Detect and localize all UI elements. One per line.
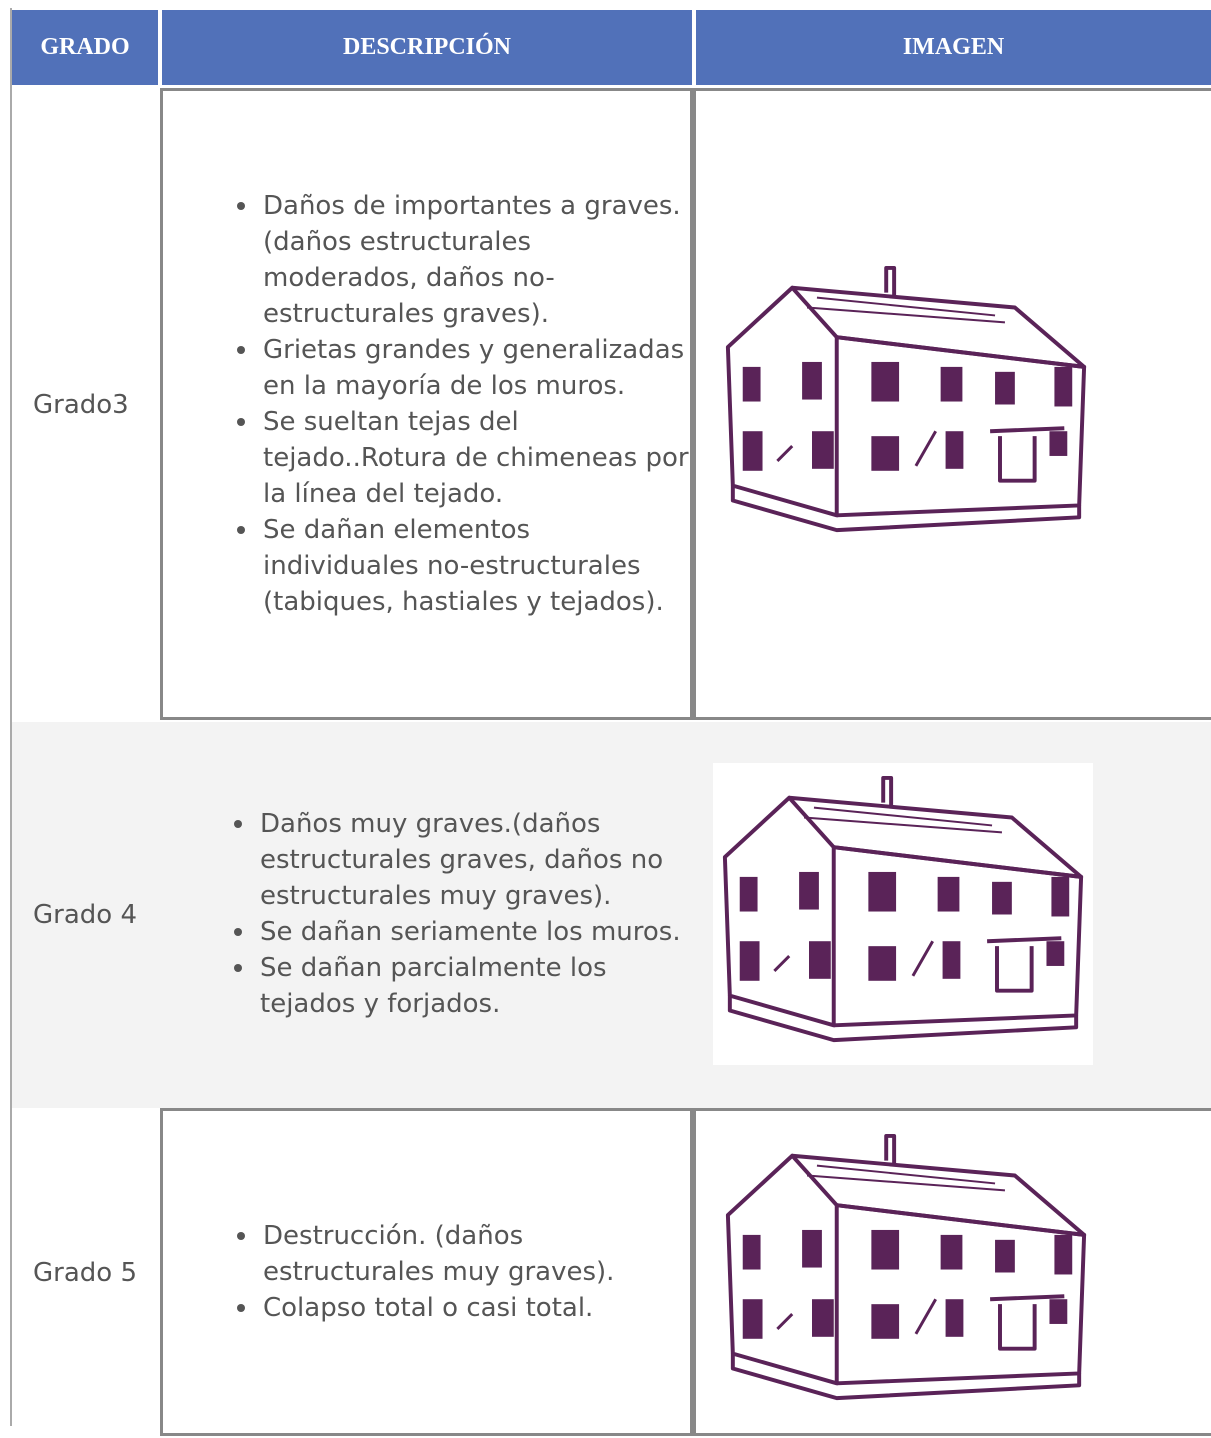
image-cell: [693, 722, 1211, 1106]
house-image: [725, 1133, 1087, 1401]
description-cell: Destrucción. (daños estructurales muy gr…: [160, 1108, 693, 1436]
description-list: Daños muy graves.(daños estructurales gr…: [160, 806, 693, 1022]
table-border: [10, 8, 1211, 1426]
description-cell: Daños de importantes a graves.(daños est…: [160, 88, 693, 720]
grade-label: Grado3: [33, 390, 129, 420]
header-text: GRADO: [40, 34, 130, 60]
header-text: IMAGEN: [902, 34, 1005, 60]
description-item: Daños muy graves.(daños estructurales gr…: [234, 806, 693, 914]
description-cell: Daños muy graves.(daños estructurales gr…: [160, 722, 693, 1106]
description-item: Grietas grandes y generalizadas en la ma…: [237, 332, 690, 404]
grade-cell: Grado3: [12, 88, 158, 722]
description-item: Colapso total o casi total.: [237, 1290, 690, 1326]
house-image: [722, 775, 1084, 1043]
image-frame: [716, 1121, 1096, 1423]
header-cell: IMAGEN: [696, 10, 1211, 85]
description-item: Se dañan elementos individuales no-estru…: [237, 512, 690, 620]
image-frame: [713, 763, 1093, 1065]
image-frame: [716, 253, 1096, 555]
row-bg: [12, 88, 1211, 722]
grade-cell: Grado 5: [12, 1108, 158, 1438]
header-cell: DESCRIPCIÓN: [162, 10, 692, 85]
description-item: Se dañan parcialmente los tejados y forj…: [234, 950, 693, 1022]
grade-label: Grado 5: [33, 1258, 137, 1288]
header-text: DESCRIPCIÓN: [342, 34, 512, 60]
header-cell: GRADO: [12, 10, 158, 85]
description-item: Destrucción. (daños estructurales muy gr…: [237, 1218, 690, 1290]
image-cell: [693, 88, 1211, 720]
description-list: Daños de importantes a graves.(daños est…: [163, 188, 690, 620]
image-cell: [693, 1108, 1211, 1436]
description-item: Daños de importantes a graves.(daños est…: [237, 188, 690, 332]
description-list: Destrucción. (daños estructurales muy gr…: [163, 1218, 690, 1326]
row-bg: [12, 1108, 1211, 1438]
grade-cell: Grado 4: [12, 722, 158, 1108]
grade-label: Grado 4: [33, 900, 137, 930]
description-item: Se dañan seriamente los muros.: [234, 914, 693, 950]
house-image: [725, 265, 1087, 533]
description-item: Se sueltan tejas del tejado..Rotura de c…: [237, 404, 690, 512]
